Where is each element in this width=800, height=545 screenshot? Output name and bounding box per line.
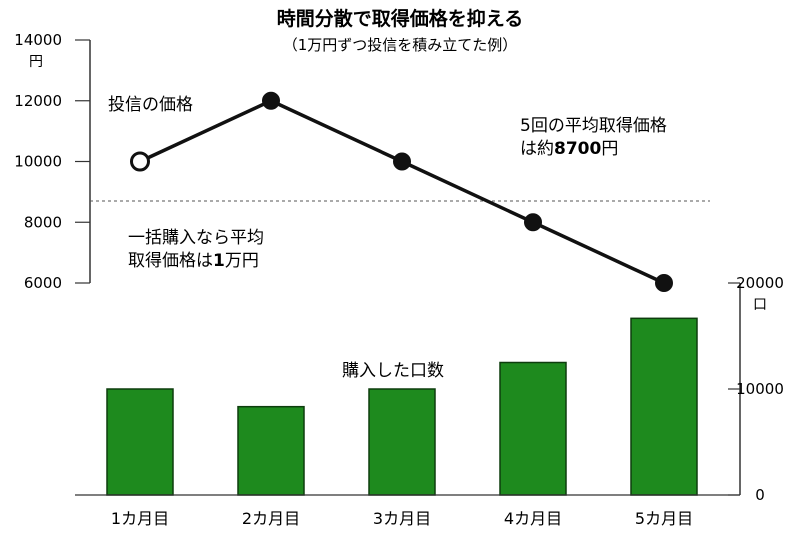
price-series-label: 投信の価格 [108, 95, 193, 115]
average-annotation-unit: 円 [601, 139, 618, 159]
price-point [130, 151, 150, 172]
category-label: 4カ月目 [504, 509, 562, 528]
price-points [130, 91, 673, 292]
units-bar [630, 317, 698, 496]
units-bar [237, 405, 305, 496]
right-tick-label: 20000 [736, 274, 784, 292]
lump-sum-annotation-value: 1 [213, 251, 225, 271]
left-tick-label: 12000 [14, 92, 62, 110]
lump-sum-annotation-prefix: 取得価格は [128, 251, 213, 271]
chart-title: 時間分散で取得価格を抑える [277, 7, 523, 30]
left-tick-label: 10000 [14, 153, 62, 171]
right-axis-unit: 口 [753, 297, 767, 313]
units-bar [106, 388, 174, 496]
right-tick-label: 10000 [736, 380, 784, 398]
left-tick-label: 14000 [14, 31, 62, 49]
left-axis-ticks: 14000 12000 10000 8000 6000 [14, 31, 90, 292]
units-bar [499, 361, 567, 496]
average-annotation-prefix: は約 [520, 139, 554, 159]
right-tick-label: 0 [755, 486, 765, 504]
left-tick-label: 6000 [24, 274, 62, 292]
category-labels: 1カ月目 2カ月目 3カ月目 4カ月目 5カ月目 [111, 509, 693, 528]
category-label: 2カ月目 [242, 509, 300, 528]
category-label: 5カ月目 [635, 509, 693, 528]
category-label: 3カ月目 [373, 509, 431, 528]
units-bars [106, 317, 698, 496]
average-annotation-line2: は約8700円 [520, 139, 618, 159]
chart-subtitle: （1万円ずつ投信を積み立てた例） [283, 36, 518, 54]
price-point [524, 213, 542, 232]
left-axis-unit: 円 [29, 54, 43, 70]
price-point [393, 152, 411, 171]
units-series-label: 購入した口数 [342, 361, 444, 381]
left-tick-label: 8000 [24, 213, 62, 231]
price-point [655, 274, 673, 292]
lump-sum-annotation-line2: 取得価格は1万円 [128, 251, 259, 271]
average-annotation-value: 8700 [554, 139, 601, 159]
price-point [262, 91, 280, 110]
average-annotation-line1: 5回の平均取得価格 [520, 116, 667, 136]
category-label: 1カ月目 [111, 509, 169, 528]
lump-sum-annotation-line1: 一括購入なら平均 [128, 228, 264, 248]
lump-sum-annotation-unit: 万円 [225, 251, 259, 271]
units-bar [368, 388, 436, 496]
